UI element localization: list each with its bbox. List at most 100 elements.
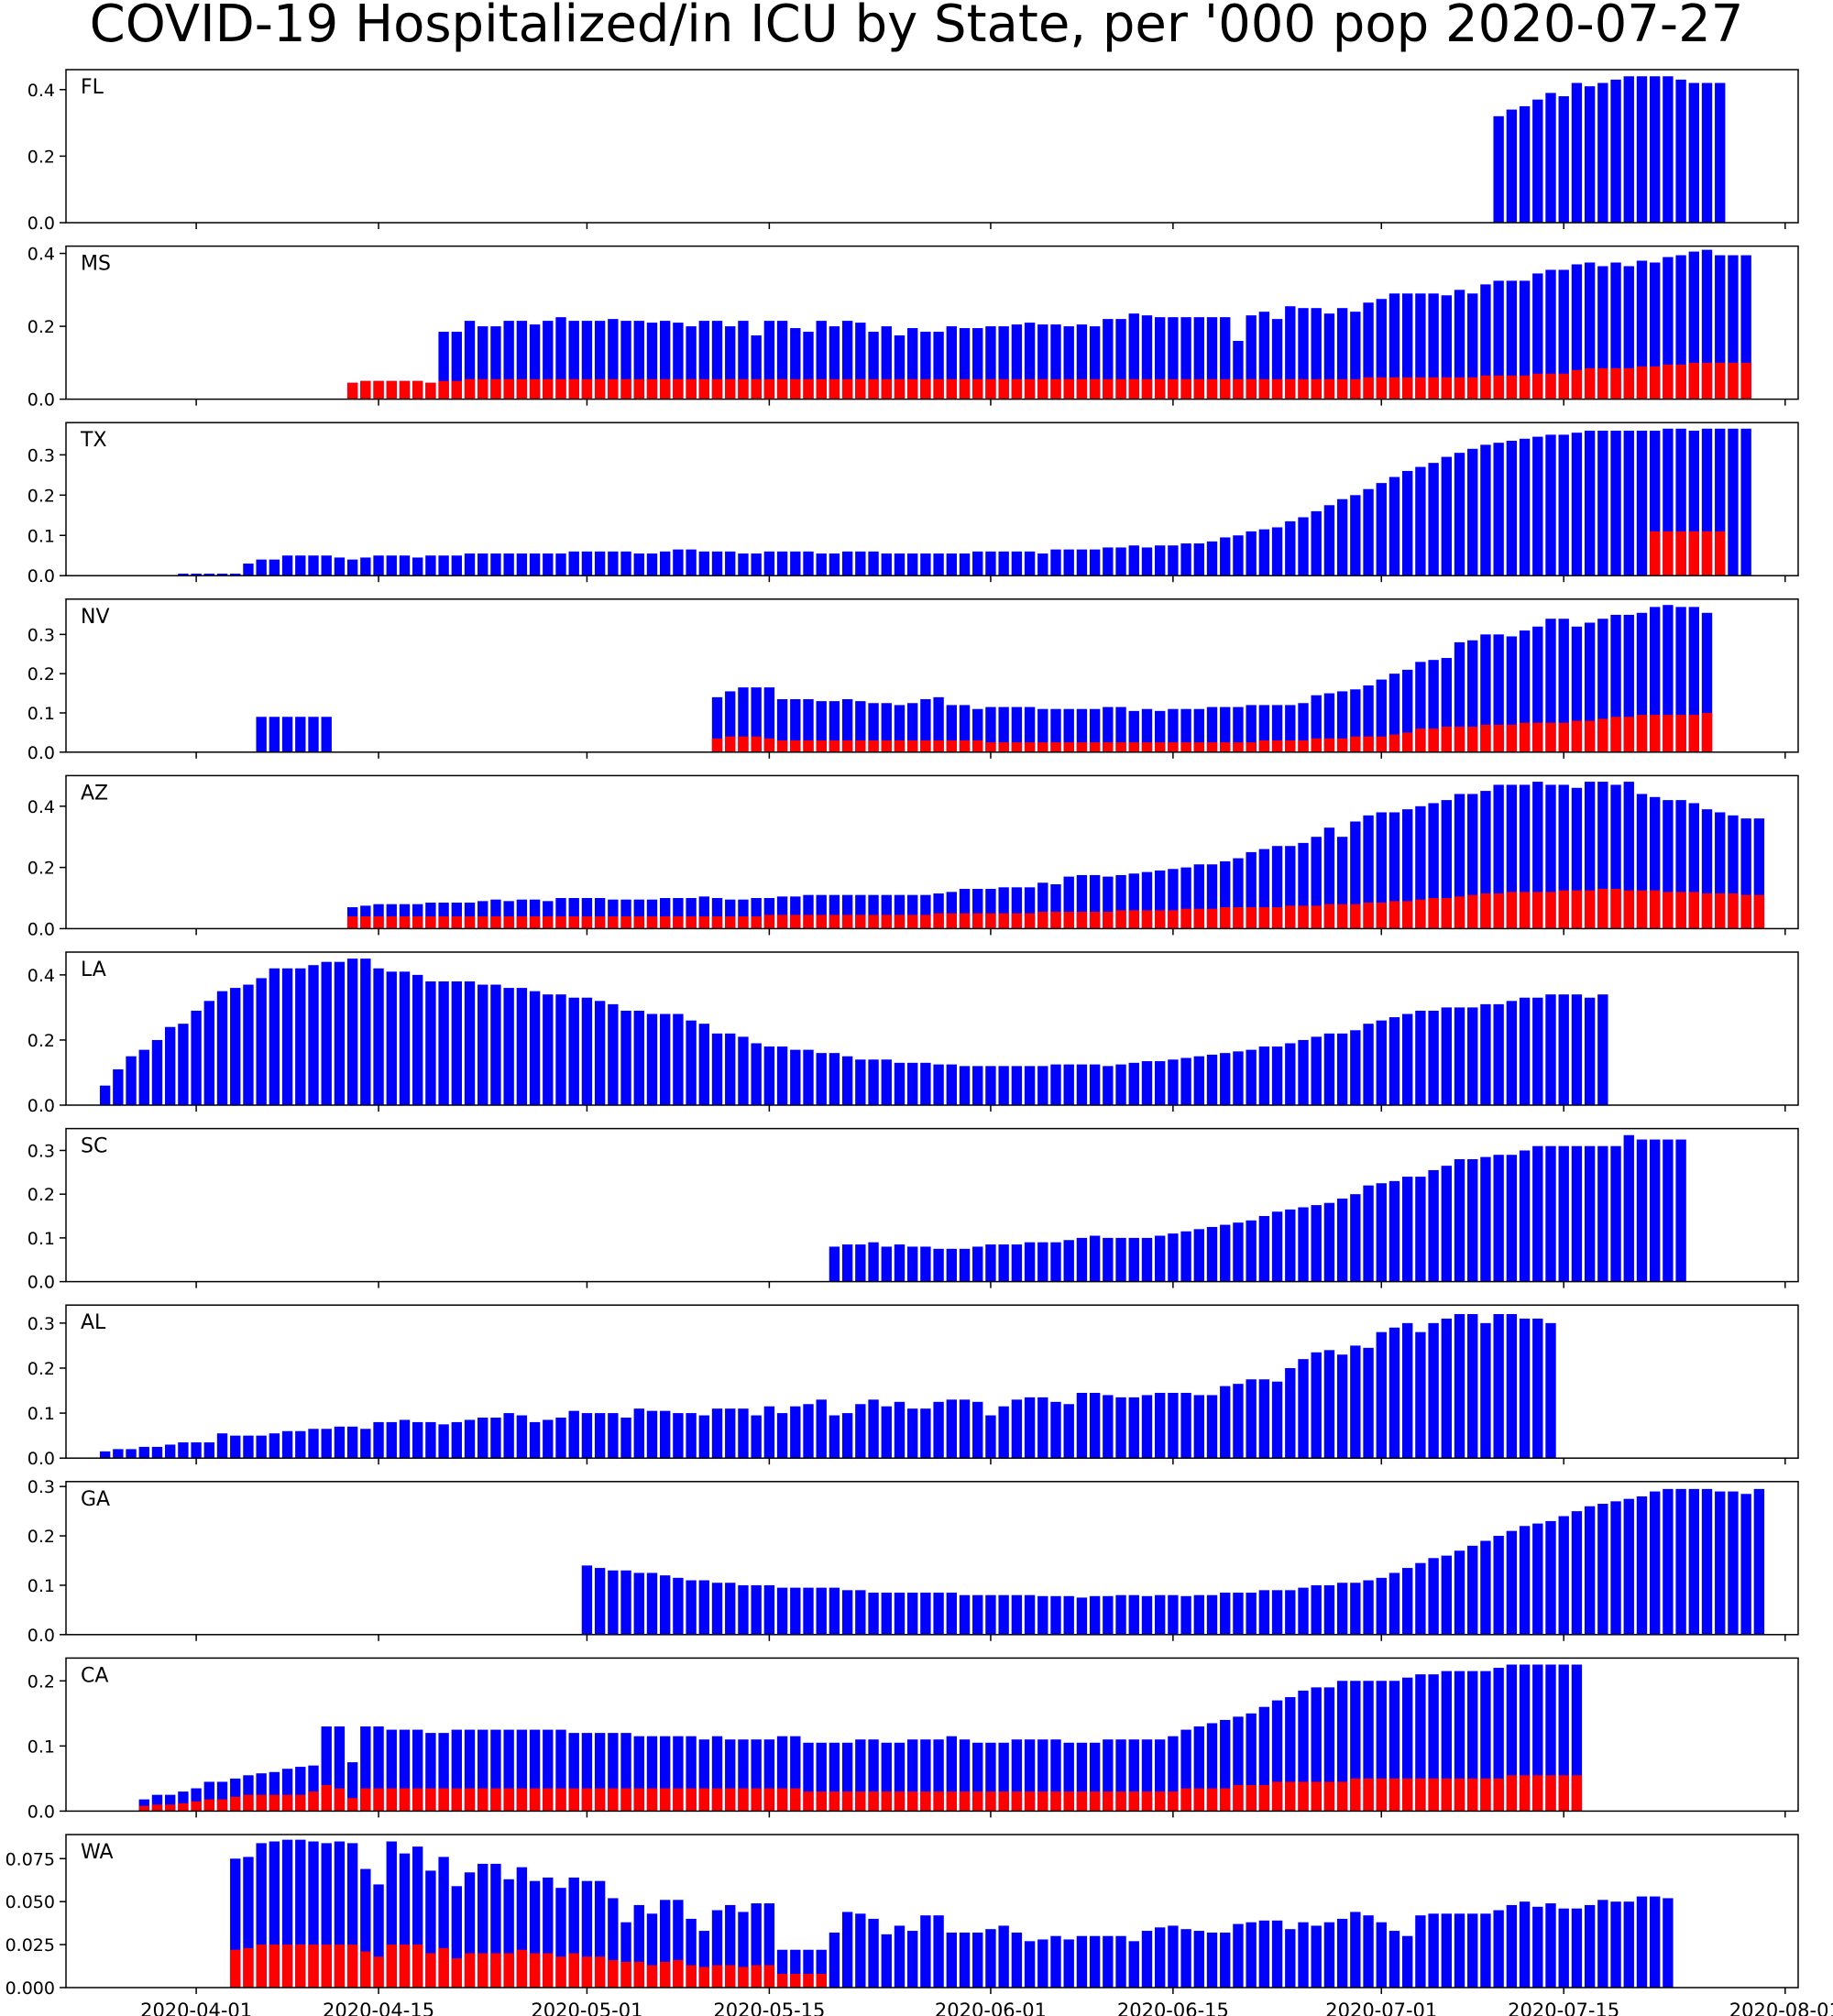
az-icu-bar — [920, 915, 931, 929]
panel-label: WA — [81, 1841, 114, 1864]
ms-icu-bar — [1115, 378, 1126, 400]
nv-icu-bar — [868, 740, 879, 752]
al-hospitalized-bar — [126, 1449, 137, 1459]
nv-hospitalized-bar — [738, 687, 749, 752]
nv-hospitalized-bar — [1076, 708, 1088, 752]
az-icu-bar — [477, 916, 488, 929]
la-hospitalized-bar — [972, 1066, 983, 1105]
ca-hospitalized-bar — [425, 1733, 436, 1812]
tx-hospitalized-bar — [1701, 428, 1713, 576]
sc-hospitalized-bar — [1467, 1159, 1478, 1282]
tx-hospitalized-bar — [946, 553, 957, 576]
ms-icu-bar — [1168, 378, 1179, 400]
ms-hospitalized-bar — [1193, 317, 1204, 400]
ga-hospitalized-bar — [1675, 1488, 1686, 1635]
wa-hospitalized-bar — [543, 1877, 554, 1988]
la-hospitalized-bar — [608, 1003, 619, 1105]
ga-hospitalized-bar — [1076, 1597, 1088, 1635]
al-hospitalized-bar — [1336, 1354, 1348, 1459]
ms-icu-bar — [660, 378, 671, 400]
nv-icu-bar — [1233, 742, 1244, 752]
ga-hospitalized-bar — [881, 1593, 892, 1635]
al-hospitalized-bar — [295, 1430, 306, 1459]
ms-hospitalized-bar — [1715, 255, 1726, 400]
la-hospitalized-bar — [543, 994, 554, 1105]
ga-hospitalized-bar — [1636, 1496, 1648, 1635]
az-hospitalized-bar — [1193, 864, 1204, 929]
ga-hospitalized-bar — [1233, 1593, 1244, 1635]
nv-icu-bar — [1246, 742, 1257, 752]
la-hospitalized-bar — [151, 1039, 163, 1105]
al-hospitalized-bar — [751, 1415, 762, 1459]
az-hospitalized-bar — [581, 898, 593, 929]
wa-hospitalized-bar — [1584, 1904, 1596, 1988]
al-hospitalized-bar — [1011, 1399, 1023, 1459]
la-hospitalized-bar — [295, 968, 306, 1105]
nv-hospitalized-bar — [1037, 708, 1048, 752]
az-hospitalized-bar — [881, 894, 892, 929]
az-hospitalized-bar — [1636, 794, 1648, 929]
nv-icu-bar — [1402, 732, 1413, 752]
al-hospitalized-bar — [243, 1435, 254, 1459]
az-hospitalized-bar — [633, 899, 644, 929]
nv-icu-bar — [946, 740, 957, 752]
tx-hospitalized-bar — [1467, 448, 1478, 576]
la-hospitalized-bar — [99, 1085, 111, 1105]
ms-hospitalized-bar — [1336, 308, 1348, 400]
ca-hospitalized-bar — [1115, 1739, 1126, 1812]
tx-hospitalized-bar — [1506, 440, 1518, 576]
ca-icu-bar — [581, 1788, 593, 1812]
tx-hospitalized-bar — [1298, 517, 1309, 576]
ga-hospitalized-bar — [1610, 1501, 1621, 1635]
nv-icu-bar — [1311, 738, 1322, 752]
az-icu-bar — [776, 915, 788, 929]
wa-icu-bar — [373, 1956, 384, 1988]
nv-hospitalized-bar — [1558, 619, 1569, 752]
wa-hospitalized-bar — [1519, 1901, 1531, 1988]
sc-hospitalized-bar — [1050, 1242, 1061, 1282]
al-hospitalized-bar — [1428, 1322, 1439, 1459]
al-hospitalized-bar — [1454, 1314, 1465, 1459]
wa-hospitalized-bar — [256, 1843, 267, 1988]
al-hospitalized-bar — [1441, 1318, 1452, 1459]
ca-hospitalized-bar — [686, 1736, 697, 1812]
ms-hospitalized-bar — [1323, 313, 1335, 400]
ca-icu-bar — [1532, 1775, 1543, 1812]
sc-hospitalized-bar — [1402, 1177, 1413, 1282]
sc-hospitalized-bar — [1103, 1237, 1114, 1282]
la-hospitalized-bar — [907, 1062, 918, 1105]
nv-hospitalized-bar — [295, 717, 306, 752]
al-hospitalized-bar — [1506, 1314, 1518, 1459]
wa-icu-bar — [243, 1947, 254, 1988]
az-icu-bar — [841, 915, 853, 929]
ga-hospitalized-bar — [1024, 1594, 1036, 1635]
ga-hospitalized-bar — [1428, 1558, 1439, 1635]
al-hospitalized-bar — [230, 1435, 241, 1459]
ms-icu-bar — [1258, 378, 1270, 400]
ca-hospitalized-bar — [673, 1736, 684, 1812]
az-icu-bar — [1376, 903, 1387, 929]
az-hospitalized-bar — [477, 901, 488, 929]
sc-hospitalized-bar — [829, 1246, 840, 1282]
az-hospitalized-bar — [1271, 846, 1283, 929]
y-tick-label: 0.3 — [27, 1141, 55, 1161]
al-hospitalized-bar — [269, 1433, 280, 1459]
wa-icu-bar — [673, 1959, 684, 1988]
nv-hospitalized-bar — [281, 717, 293, 752]
la-hospitalized-bar — [1298, 1039, 1309, 1105]
wa-icu-bar — [230, 1949, 241, 1988]
nv-icu-bar — [985, 742, 996, 752]
tx-hospitalized-bar — [203, 574, 214, 576]
tx-hospitalized-bar — [998, 551, 1009, 576]
la-hospitalized-bar — [646, 1013, 658, 1105]
az-icu-bar — [738, 916, 749, 929]
ga-hospitalized-bar — [1623, 1498, 1634, 1635]
az-hospitalized-bar — [1571, 787, 1583, 929]
al-hospitalized-bar — [321, 1429, 332, 1459]
ga-hospitalized-bar — [633, 1572, 644, 1635]
tx-hospitalized-bar — [425, 555, 436, 576]
nv-hospitalized-bar — [933, 696, 944, 752]
az-icu-bar — [1650, 890, 1661, 929]
az-hospitalized-bar — [1220, 860, 1231, 929]
az-hospitalized-bar — [490, 899, 501, 929]
